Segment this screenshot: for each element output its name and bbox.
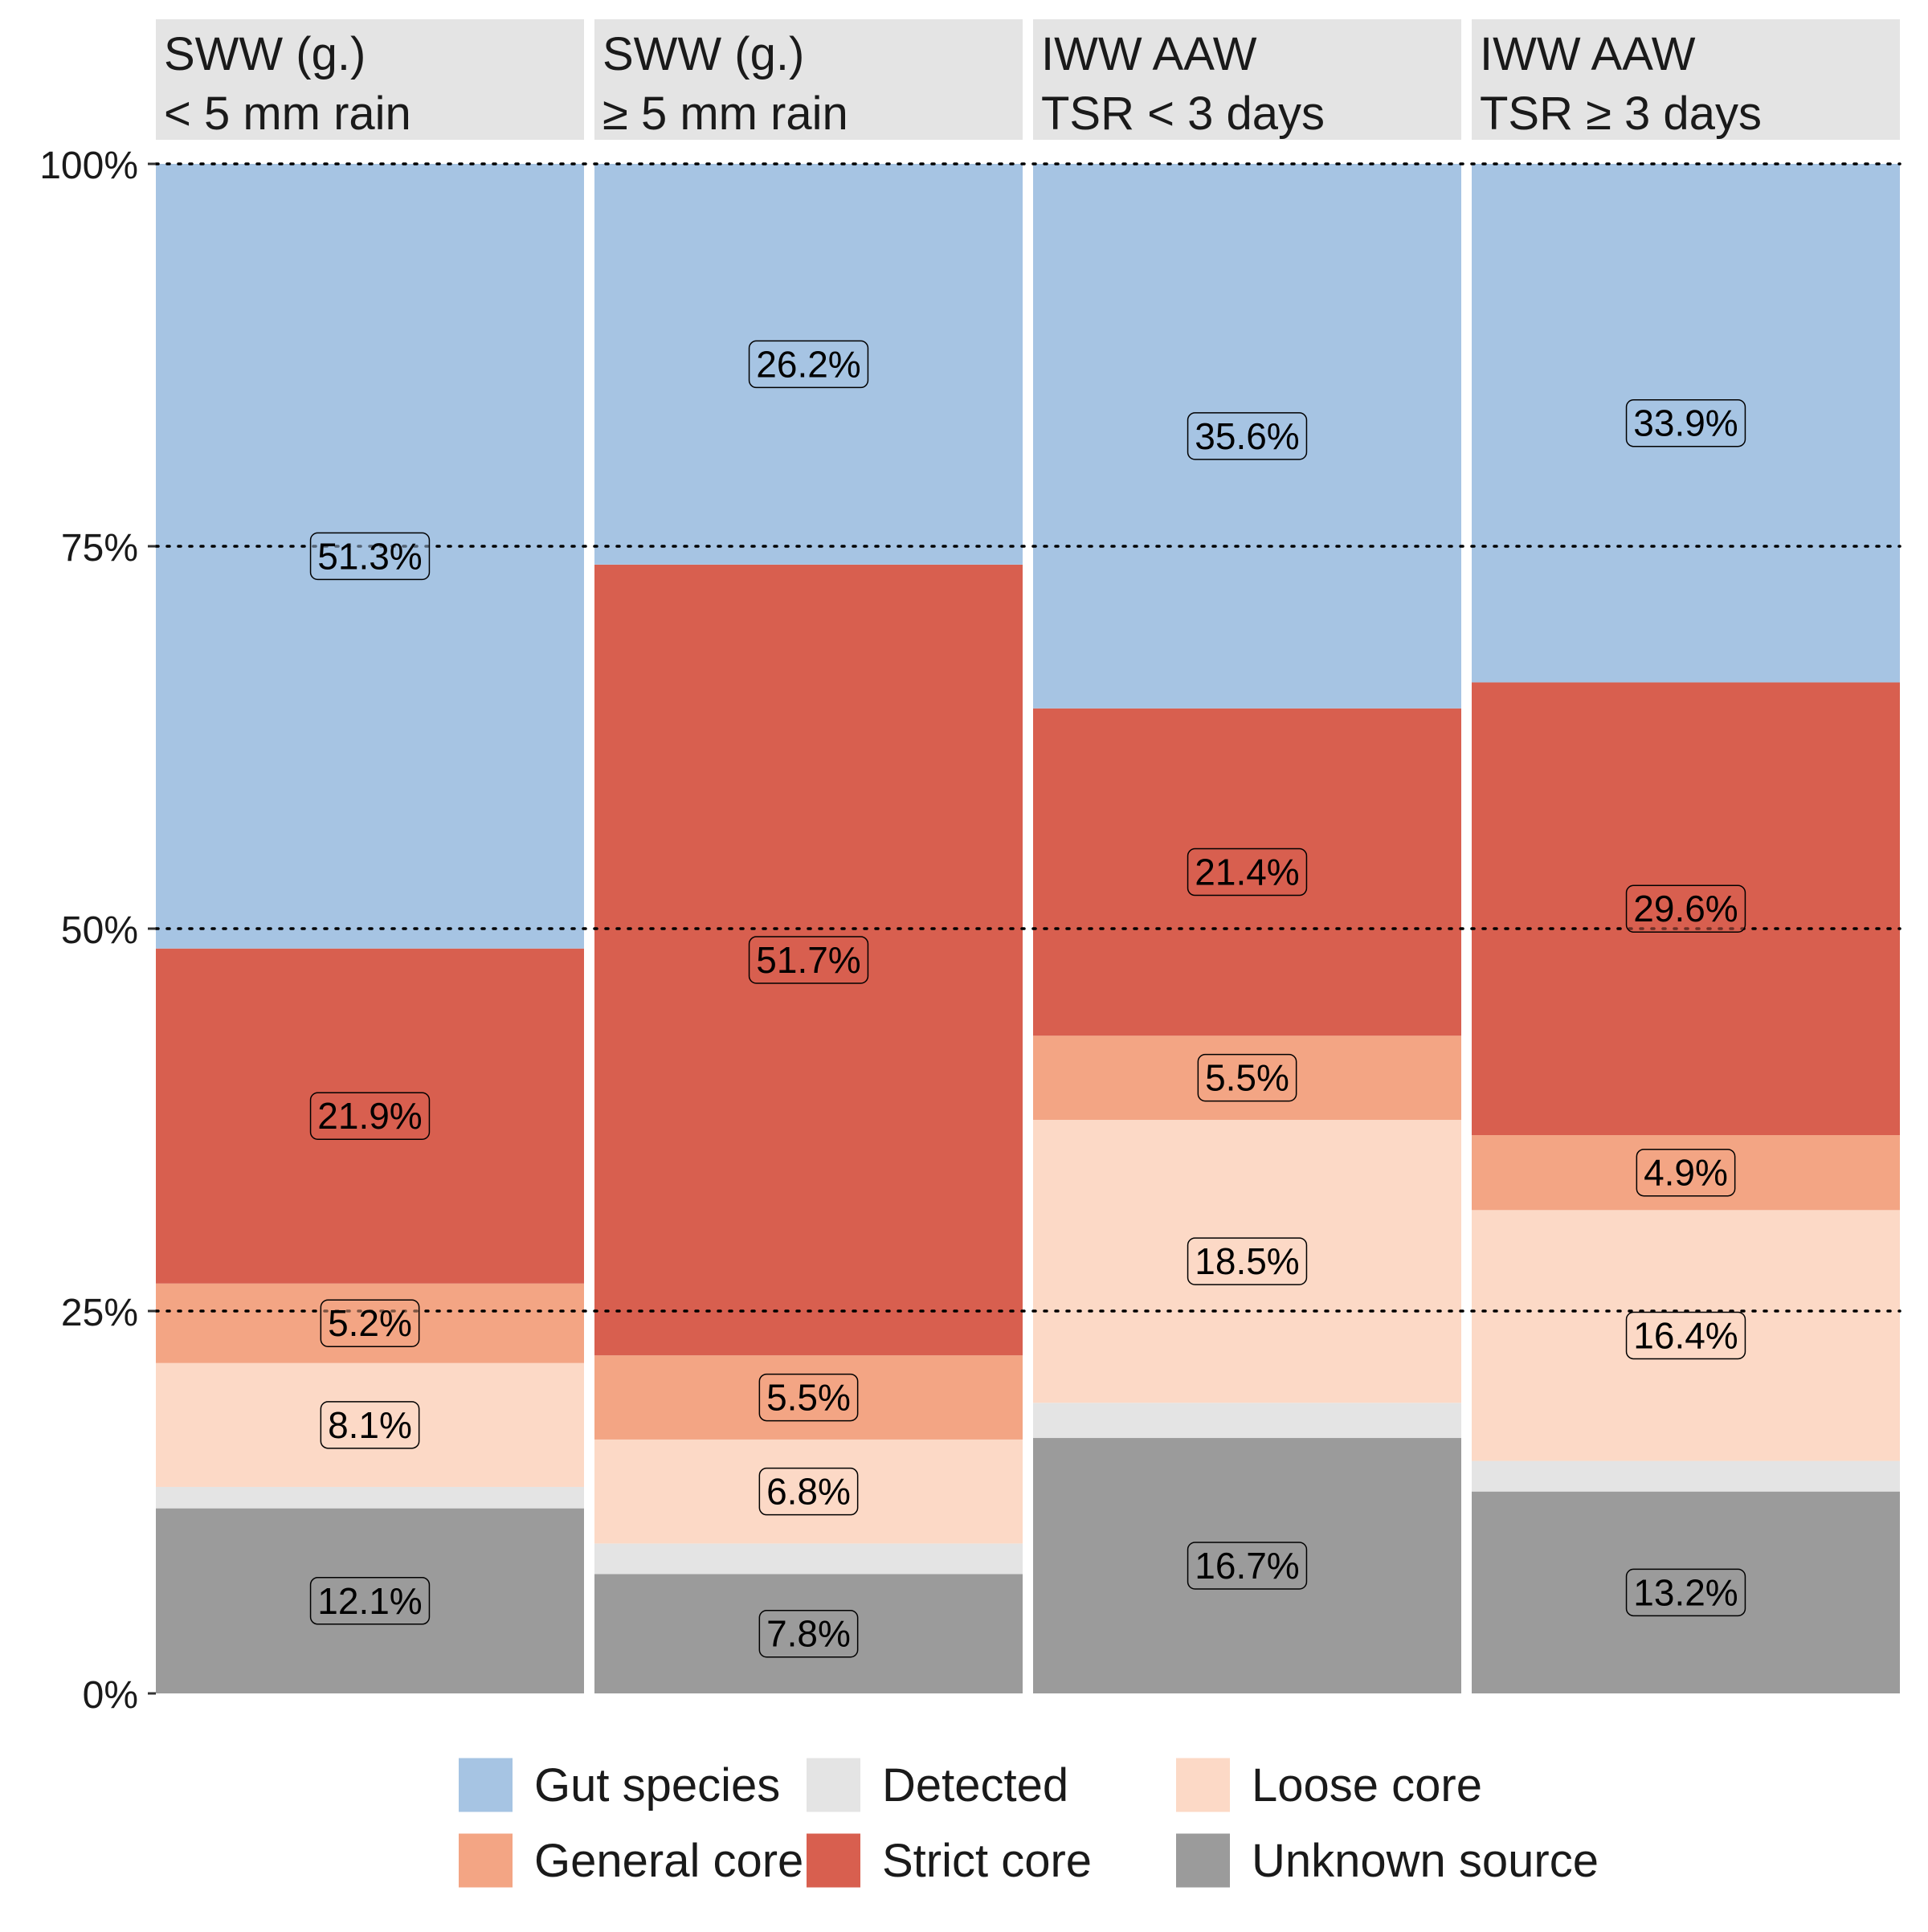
y-axis-tick-label: 0% (83, 1674, 138, 1717)
data-label-box (758, 1373, 859, 1422)
facet-strip-label: SWW (g.) (602, 28, 804, 80)
data-label: 21.4% (1195, 852, 1299, 893)
bar-segment-detected (1033, 1403, 1461, 1439)
bar-segment-detected (1472, 1460, 1900, 1492)
legend-label: Loose core (1252, 1759, 1482, 1812)
y-axis-tick-label: 25% (61, 1292, 138, 1334)
legend-label: Strict core (882, 1835, 1092, 1887)
data-label: 16.4% (1633, 1314, 1738, 1356)
data-label-box (758, 1609, 859, 1658)
y-axis-tick-label: 50% (61, 909, 138, 952)
data-label-box (1636, 1148, 1736, 1197)
legend-key-gut-species (459, 1758, 513, 1812)
data-label: 21.9% (317, 1095, 422, 1137)
data-label-box (309, 1577, 431, 1625)
data-label-box (309, 1092, 431, 1140)
legend-key-unknown-source (1176, 1833, 1230, 1888)
legend-label: General core (534, 1835, 803, 1887)
data-label-box (1197, 1053, 1297, 1102)
data-label: 12.1% (317, 1580, 422, 1622)
data-label: 51.7% (756, 939, 860, 981)
facet-strip-label: ≥ 5 mm rain (602, 88, 848, 140)
facet-strip-label: SWW (g.) (164, 28, 366, 80)
data-label-box (748, 936, 869, 984)
facet-strip-label: IWW AAW (1041, 28, 1257, 80)
legend-key-detected (807, 1758, 860, 1812)
facet-strip (594, 19, 1023, 140)
data-label: 5.5% (1205, 1057, 1289, 1099)
facet-strip-label: < 5 mm rain (164, 88, 411, 140)
data-label: 16.7% (1195, 1545, 1299, 1587)
data-label-box (1625, 884, 1746, 933)
data-label: 18.5% (1195, 1240, 1299, 1282)
data-label: 7.8% (766, 1613, 851, 1655)
data-label-box (1187, 1542, 1308, 1590)
legend-key-strict-core (807, 1833, 860, 1888)
y-axis-tick-label: 100% (39, 145, 138, 187)
data-label: 26.2% (756, 343, 860, 385)
data-label-box (1625, 1311, 1746, 1360)
data-label: 13.2% (1633, 1571, 1738, 1613)
data-label: 6.8% (766, 1471, 851, 1513)
data-label: 8.1% (328, 1404, 412, 1446)
data-label-box (1187, 1237, 1308, 1285)
data-label: 5.2% (328, 1302, 412, 1344)
legend-label: Unknown source (1252, 1835, 1599, 1887)
data-label-box (758, 1467, 859, 1516)
data-label-box (320, 1401, 420, 1449)
bar-segment-detected (156, 1486, 584, 1509)
bar-segment-detected (594, 1543, 1023, 1575)
legend-label: Detected (882, 1759, 1068, 1812)
facet-strip-label: TSR ≥ 3 days (1480, 88, 1762, 140)
data-label: 33.9% (1633, 402, 1738, 444)
data-label: 4.9% (1644, 1152, 1728, 1194)
facet-strip (1033, 19, 1461, 140)
facet-strip-label: IWW AAW (1480, 28, 1696, 80)
legend-label: Gut species (534, 1759, 780, 1812)
data-label-box (1625, 398, 1746, 447)
data-label-box (748, 340, 869, 389)
data-label: 29.6% (1633, 888, 1738, 929)
data-label-box (1187, 848, 1308, 897)
legend-key-loose-core (1176, 1758, 1230, 1812)
facet-strip (156, 19, 584, 140)
facet-strip-label: TSR < 3 days (1041, 88, 1325, 140)
data-label-box (1187, 412, 1308, 460)
y-axis-tick-label: 75% (61, 527, 138, 570)
data-label: 51.3% (317, 535, 422, 577)
data-label: 5.5% (766, 1377, 851, 1419)
data-label: 35.6% (1195, 415, 1299, 457)
data-label-box (320, 1299, 420, 1347)
data-label-box (1625, 1568, 1746, 1617)
legend-key-general-core (459, 1833, 513, 1888)
facet-strip (1472, 19, 1900, 140)
data-label-box (309, 532, 431, 581)
